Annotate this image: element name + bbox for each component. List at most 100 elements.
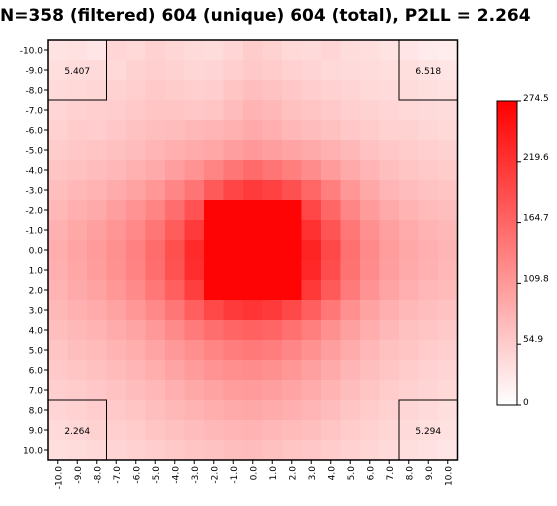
heatmap-cell	[67, 280, 88, 301]
heatmap-cell	[87, 180, 108, 201]
heatmap-cell	[360, 300, 381, 321]
colorbar-tick-label: 54.9	[523, 335, 543, 345]
heatmap-cell	[418, 360, 439, 381]
heatmap-cell	[165, 260, 186, 281]
heatmap-cell	[106, 100, 127, 121]
heatmap-cell	[184, 380, 205, 401]
heatmap-cell	[223, 60, 244, 81]
heatmap-cell	[282, 320, 303, 341]
heatmap-cell	[340, 340, 361, 361]
heatmap-cell	[282, 200, 303, 221]
heatmap-cell	[438, 300, 459, 321]
heatmap-cell	[145, 140, 166, 161]
colorbar-tick-label: 0	[523, 398, 529, 408]
heatmap-cell	[379, 180, 400, 201]
heatmap-cell	[418, 320, 439, 341]
heatmap-cell	[223, 80, 244, 101]
heatmap-cell	[379, 240, 400, 261]
heatmap-cell	[145, 380, 166, 401]
heatmap-cell	[165, 320, 186, 341]
heatmap-cell	[204, 400, 225, 421]
heatmap-cell	[48, 440, 69, 461]
heatmap-cell	[399, 320, 420, 341]
x-tick-label: 1.0	[269, 466, 279, 481]
heatmap-cell	[360, 360, 381, 381]
heatmap-cell	[321, 440, 342, 461]
heatmap-cell	[340, 220, 361, 241]
heatmap-cell	[106, 240, 127, 261]
corner-box-value: 6.518	[415, 67, 441, 77]
heatmap-cell	[379, 40, 400, 61]
heatmap-cell	[321, 320, 342, 341]
heatmap-cell	[165, 340, 186, 361]
x-tick-label: -8.0	[93, 466, 103, 484]
heatmap-cell	[418, 400, 439, 421]
heatmap-cell	[418, 220, 439, 241]
heatmap-cell	[262, 280, 283, 301]
heatmap-cell	[67, 320, 88, 341]
heatmap-cell	[301, 200, 322, 221]
heatmap-cell	[282, 160, 303, 181]
heatmap-cell	[399, 40, 420, 61]
heatmap-cell	[321, 360, 342, 381]
heatmap-cell	[165, 220, 186, 241]
x-tick-label: 3.0	[308, 466, 318, 481]
heatmap-cell	[360, 40, 381, 61]
heatmap-cell	[87, 360, 108, 381]
heatmap-cell	[301, 160, 322, 181]
x-tick-label: 0.0	[249, 466, 259, 481]
x-tick-label: -7.0	[113, 466, 123, 484]
heatmap-cells	[48, 40, 459, 461]
heatmap-cell	[87, 120, 108, 141]
heatmap-cell	[204, 80, 225, 101]
heatmap-cell	[262, 60, 283, 81]
heatmap-cell	[262, 320, 283, 341]
x-tick-label: 6.0	[366, 466, 376, 481]
x-tick-label: 10.0	[444, 466, 454, 486]
heatmap-cell	[87, 100, 108, 121]
heatmap-cell	[243, 160, 264, 181]
heatmap-cell	[360, 60, 381, 81]
heatmap-cell	[48, 420, 69, 441]
heatmap-cell	[379, 340, 400, 361]
heatmap-cell	[321, 260, 342, 281]
heatmap-cell	[262, 120, 283, 141]
heatmap-cell	[262, 380, 283, 401]
heatmap-cell	[379, 60, 400, 81]
heatmap-cell	[243, 240, 264, 261]
heatmap-cell	[379, 80, 400, 101]
heatmap-cell	[243, 280, 264, 301]
x-tick-label: -5.0	[152, 466, 162, 484]
y-tick-label: 6.0	[29, 367, 44, 377]
heatmap-cell	[126, 80, 147, 101]
y-tick-label: -2.0	[25, 207, 43, 217]
heatmap-cell	[165, 60, 186, 81]
heatmap-cell	[340, 100, 361, 121]
heatmap-cell	[184, 340, 205, 361]
heatmap-cell	[379, 260, 400, 281]
heatmap-cell	[262, 240, 283, 261]
heatmap-cell	[379, 160, 400, 181]
heatmap-cell	[184, 200, 205, 221]
heatmap-cell	[340, 140, 361, 161]
heatmap-cell	[262, 200, 283, 221]
heatmap-cell	[204, 100, 225, 121]
heatmap-cell	[399, 400, 420, 421]
heatmap-cell	[282, 40, 303, 61]
heatmap-cell	[301, 60, 322, 81]
heatmap-cell	[340, 300, 361, 321]
heatmap-cell	[87, 80, 108, 101]
heatmap-cell	[106, 320, 127, 341]
heatmap-cell	[438, 200, 459, 221]
y-tick-label: -6.0	[25, 127, 43, 137]
y-tick-label: 5.0	[29, 347, 44, 357]
heatmap-cell	[67, 240, 88, 261]
y-tick-label: 3.0	[29, 307, 44, 317]
heatmap-cell	[418, 300, 439, 321]
heatmap-cell	[126, 60, 147, 81]
heatmap-cell	[204, 340, 225, 361]
heatmap-cell	[48, 400, 69, 421]
heatmap-cell	[67, 40, 88, 61]
heatmap-cell	[67, 120, 88, 141]
heatmap-cell	[243, 140, 264, 161]
